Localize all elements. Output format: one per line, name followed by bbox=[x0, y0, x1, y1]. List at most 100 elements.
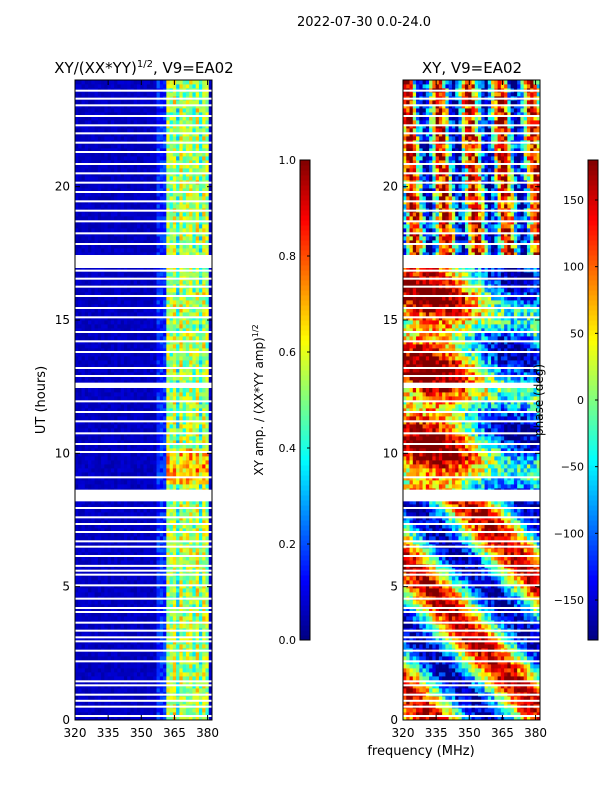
heatmap-cell bbox=[166, 368, 170, 373]
heatmap-cell bbox=[179, 472, 184, 477]
heatmap-cell bbox=[136, 352, 141, 357]
heatmap-cell bbox=[169, 348, 174, 353]
heatmap-cell bbox=[189, 296, 193, 301]
heatmap-cell bbox=[166, 248, 170, 253]
heatmap-cell bbox=[120, 604, 125, 609]
heatmap-cell bbox=[123, 396, 128, 401]
heatmap-cell bbox=[163, 408, 167, 413]
heatmap-cell bbox=[150, 552, 154, 557]
heatmap-cell bbox=[179, 444, 184, 449]
heatmap-cell bbox=[198, 328, 203, 333]
heatmap-cell bbox=[202, 616, 206, 621]
heatmap-cell bbox=[117, 484, 122, 489]
heatmap-cell bbox=[84, 336, 89, 341]
heatmap-cell bbox=[114, 304, 118, 309]
heatmap-cell bbox=[150, 320, 154, 325]
heatmap-cell bbox=[81, 324, 86, 329]
heatmap-cell bbox=[75, 484, 79, 489]
heatmap-cell bbox=[205, 348, 210, 353]
heatmap-cell bbox=[143, 468, 148, 473]
heatmap-cell bbox=[84, 708, 89, 713]
heatmap-cell bbox=[156, 376, 161, 381]
heatmap-cell bbox=[176, 252, 180, 257]
heatmap-cell bbox=[185, 228, 190, 233]
heatmap-cell bbox=[192, 428, 197, 433]
heatmap-cell bbox=[189, 252, 193, 257]
heatmap-cell bbox=[153, 312, 157, 317]
heatmap-cell bbox=[136, 576, 141, 581]
heatmap-cell bbox=[176, 328, 180, 333]
heatmap-cell bbox=[169, 416, 174, 421]
heatmap-cell bbox=[84, 392, 89, 397]
heatmap-cell bbox=[176, 468, 180, 473]
heatmap-cell bbox=[150, 592, 154, 597]
heatmap-cell bbox=[202, 428, 206, 433]
heatmap-cell bbox=[169, 404, 174, 409]
heatmap-cell bbox=[185, 248, 190, 253]
heatmap-cell bbox=[182, 336, 187, 341]
heatmap-cell bbox=[195, 348, 200, 353]
heatmap-cell bbox=[195, 328, 200, 333]
heatmap-cell bbox=[114, 444, 118, 449]
heatmap-cell bbox=[78, 656, 82, 661]
heatmap-cell bbox=[189, 468, 193, 473]
heatmap-cell bbox=[208, 292, 213, 297]
heatmap-cell bbox=[140, 440, 144, 445]
heatmap-cell bbox=[127, 464, 131, 469]
heatmap-cell bbox=[150, 440, 154, 445]
heatmap-cell bbox=[136, 560, 141, 565]
heatmap-cell bbox=[192, 244, 197, 249]
heatmap-cell bbox=[97, 368, 102, 373]
heatmap-cell bbox=[117, 240, 122, 245]
heatmap-cell bbox=[146, 392, 151, 397]
heatmap-cell bbox=[101, 644, 105, 649]
heatmap-cell bbox=[205, 448, 210, 453]
heatmap-cell bbox=[110, 320, 115, 325]
heatmap-cell bbox=[153, 368, 157, 373]
heatmap-cell bbox=[107, 416, 112, 421]
heatmap-cell bbox=[182, 380, 187, 385]
heatmap-cell bbox=[159, 440, 164, 445]
heatmap-cell bbox=[94, 604, 99, 609]
heatmap-cell bbox=[120, 336, 125, 341]
heatmap-cell bbox=[81, 512, 86, 517]
heatmap-cell bbox=[143, 228, 148, 233]
heatmap-cell bbox=[101, 240, 105, 245]
heatmap-cell bbox=[198, 288, 203, 293]
heatmap-cell bbox=[143, 696, 148, 701]
heatmap-cell bbox=[192, 380, 197, 385]
heatmap-cell bbox=[163, 280, 167, 285]
heatmap-cell bbox=[202, 536, 206, 541]
heatmap-cell bbox=[133, 352, 138, 357]
heatmap-cell bbox=[189, 588, 193, 593]
heatmap-cell bbox=[94, 708, 99, 713]
heatmap-cell bbox=[176, 616, 180, 621]
heatmap-cell bbox=[97, 308, 102, 313]
heatmap-cell bbox=[107, 444, 112, 449]
heatmap-cell bbox=[101, 712, 105, 717]
heatmap-cell bbox=[198, 528, 203, 533]
heatmap-cell bbox=[117, 452, 122, 457]
heatmap-cell bbox=[163, 592, 167, 597]
heatmap-cell bbox=[153, 604, 157, 609]
heatmap-cell bbox=[198, 500, 203, 505]
heatmap-cell bbox=[97, 696, 102, 701]
heatmap-cell bbox=[198, 652, 203, 657]
heatmap-cell bbox=[75, 244, 79, 249]
heatmap-cell bbox=[208, 528, 213, 533]
heatmap-cell bbox=[78, 552, 82, 557]
heatmap-cell bbox=[182, 508, 187, 513]
heatmap-cell bbox=[88, 372, 92, 377]
heatmap-cell bbox=[130, 624, 135, 629]
heatmap-cell bbox=[127, 248, 131, 253]
heatmap-cell bbox=[159, 480, 164, 485]
heatmap-cell bbox=[150, 700, 154, 705]
heatmap-cell bbox=[123, 388, 128, 393]
heatmap-cell bbox=[205, 616, 210, 621]
heatmap-cell bbox=[169, 700, 174, 705]
heatmap-cell bbox=[189, 360, 193, 365]
heatmap-cell bbox=[91, 700, 95, 705]
heatmap-cell bbox=[133, 500, 138, 505]
heatmap-cell bbox=[114, 248, 118, 253]
heatmap-cell bbox=[75, 224, 79, 229]
